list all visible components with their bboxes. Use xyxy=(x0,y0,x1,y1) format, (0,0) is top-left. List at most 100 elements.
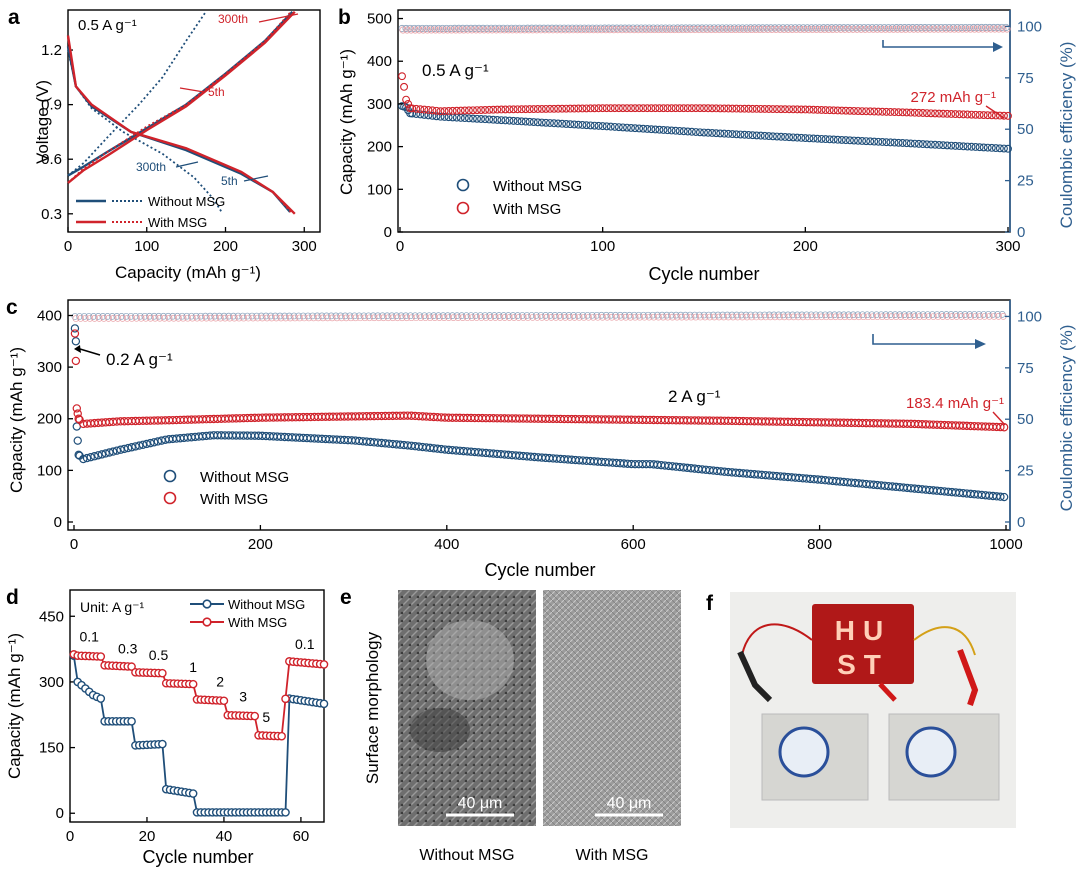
b-cap-with-98 xyxy=(594,104,603,113)
c-cap-without-4 xyxy=(73,436,82,445)
b-cap-with-30 xyxy=(456,106,465,115)
b-cap-with-224 xyxy=(850,106,858,115)
b-cap-with-246 xyxy=(894,108,903,117)
b-ce-without-241 xyxy=(884,24,893,32)
d-xtick-label-20: 20 xyxy=(139,828,156,845)
b-cap-with-248 xyxy=(898,108,907,117)
c-ce-with-626 xyxy=(655,313,662,321)
led-panel xyxy=(812,604,914,684)
b-ce-without-97 xyxy=(592,24,601,32)
b-cap-with-264 xyxy=(931,109,939,118)
b-cap-without-16 xyxy=(428,111,437,120)
b-ce-without-157 xyxy=(714,24,722,32)
c-cap-without-26 xyxy=(94,451,103,460)
b-cap-with-274 xyxy=(951,110,960,119)
b-ce-without-275 xyxy=(953,23,961,32)
b-cap-with-48 xyxy=(493,105,502,114)
b-ce-without-135 xyxy=(669,24,678,32)
b-cap-with-190 xyxy=(781,105,790,114)
legend-marker-without xyxy=(163,469,177,483)
b-cap-with-128 xyxy=(655,104,664,113)
b-cap-without-254 xyxy=(910,139,919,148)
c-ce-with-311 xyxy=(361,314,369,322)
b-ce-without-245 xyxy=(892,24,901,32)
c-ce-with-726 xyxy=(748,313,755,321)
c-ce-with-266 xyxy=(319,314,327,322)
b-cap-without-110 xyxy=(618,123,627,132)
b-cap-without-8 xyxy=(412,110,421,118)
led-text-top: HU xyxy=(835,615,891,646)
b-ce-without-257 xyxy=(917,24,925,32)
panel-b-letter: b xyxy=(338,6,351,29)
panel-b-yticks-right: 0 25 50 75 100 xyxy=(1005,18,1042,241)
b-ce-without-123 xyxy=(645,24,653,32)
b-cap-with-60 xyxy=(517,105,526,114)
b-ce-without-273 xyxy=(949,23,957,32)
c-ce-with-496 xyxy=(533,314,541,321)
c-ce-with-756 xyxy=(776,313,783,321)
arrowhead-ce-c xyxy=(975,339,986,349)
b-ytick-label-500: 500 xyxy=(367,11,392,28)
panel-c-rate-main: 2 A g⁻¹ xyxy=(668,387,721,406)
panel-b-ylabel: Capacity (mAh g⁻¹) xyxy=(337,49,356,195)
c-ce-with-6 xyxy=(77,315,84,322)
b-cap-with-192 xyxy=(785,105,794,114)
b-cap-without-46 xyxy=(489,115,498,124)
b-cap-without-88 xyxy=(574,120,583,129)
b-cap-without-284 xyxy=(971,143,980,151)
panel-d-unit: Unit: A g⁻¹ xyxy=(80,599,145,615)
b-cap-without-74 xyxy=(546,119,554,127)
panel-a-xlabel: Capacity (mAh g⁻¹) xyxy=(115,263,261,282)
b-cap-with-112 xyxy=(623,104,631,113)
c-ce-with-186 xyxy=(245,314,252,322)
c-ce-with-11 xyxy=(81,315,89,322)
b-cap-without-80 xyxy=(558,119,567,128)
b-cap-without-248 xyxy=(898,139,907,147)
b-ce-without-115 xyxy=(629,24,637,32)
b-ce-without-251 xyxy=(905,24,913,32)
c-ce-with-46 xyxy=(114,315,122,322)
b-cap-with-144 xyxy=(687,104,696,113)
b-cap-without-152 xyxy=(704,128,713,137)
b-ce-without-141 xyxy=(682,24,690,32)
b-cap-without-138 xyxy=(675,127,684,135)
panel-f-letter: f xyxy=(706,592,714,615)
b-ce-without-279 xyxy=(961,23,970,32)
c-ce-with-181 xyxy=(240,314,248,322)
b-cap-with-258 xyxy=(918,109,927,117)
b-cap-with-104 xyxy=(606,104,615,113)
c-ce-with-71 xyxy=(137,314,145,322)
c-ce-with-96 xyxy=(161,314,168,322)
c-ytick-label-100: 100 xyxy=(37,462,62,479)
b-cap-with-284 xyxy=(971,110,980,119)
b-ce-without-129 xyxy=(657,24,666,32)
b-ce-without-85 xyxy=(568,24,576,32)
c-ce-with-836 xyxy=(850,313,858,321)
b-ce-without-227 xyxy=(856,24,864,32)
c-ce-with-221 xyxy=(277,314,285,322)
b-cap-with-108 xyxy=(614,104,623,113)
c-ce-with-811 xyxy=(827,313,835,321)
b-cap-with-54 xyxy=(505,105,514,114)
b-ce-without-81 xyxy=(560,24,568,32)
b-cap-with-2 xyxy=(400,82,409,91)
b-ce-without-171 xyxy=(742,24,751,32)
legend-label-without: Without MSG xyxy=(200,469,289,486)
c-ce-with-81 xyxy=(147,314,154,322)
b-ce-without-21 xyxy=(438,24,447,33)
b-ce-without-89 xyxy=(576,24,584,32)
c-ce-with-546 xyxy=(580,313,588,321)
c-ce-with-586 xyxy=(617,313,625,321)
b-ce-without-287 xyxy=(978,23,986,32)
c-cap-without-30 xyxy=(97,450,107,459)
b-cap-with-238 xyxy=(878,107,887,116)
b-cap-with-292 xyxy=(987,111,996,120)
c-ce-with-661 xyxy=(687,313,695,321)
b-cap-with-78 xyxy=(554,104,563,113)
b-cap-with-56 xyxy=(509,105,518,114)
b-cap-with-66 xyxy=(529,105,538,114)
c-ce-with-121 xyxy=(184,314,192,322)
c-cap-without-10 xyxy=(79,454,88,464)
b-cap-without-82 xyxy=(562,120,571,128)
b-cap-without-76 xyxy=(550,119,558,128)
